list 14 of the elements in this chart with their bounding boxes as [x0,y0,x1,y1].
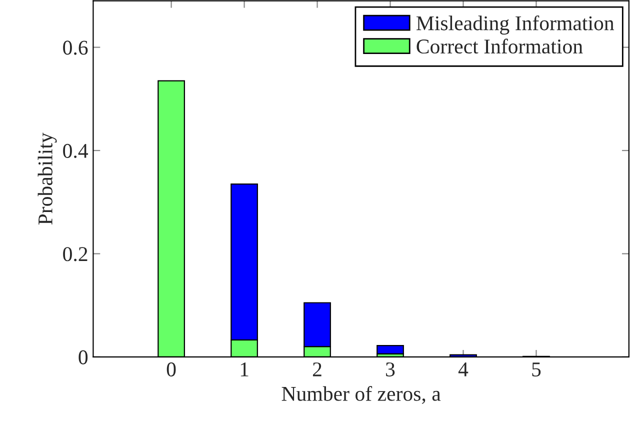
x-tick-label: 5 [532,362,541,376]
y-tick-label: 0.6 [63,40,88,55]
y-tick-label: 0 [78,350,88,364]
x-tick-label: 2 [312,362,322,376]
y-axis-title: Probability [38,132,57,225]
x-tick-label: 0 [166,362,176,376]
y-tick-label: 0.2 [63,247,88,262]
y-tick-label: 0.4 [63,144,88,158]
x-tick-label: 3 [386,362,395,376]
legend-label: Correct Information [416,38,583,54]
x-axis-title: Number of zeros, a [282,386,441,404]
x-tick-label: 1 [240,362,248,376]
legend-label: Misleading Information [416,15,614,35]
x-tick-label: 4 [458,362,468,376]
